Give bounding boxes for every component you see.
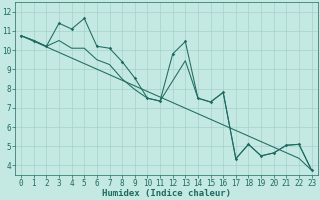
- X-axis label: Humidex (Indice chaleur): Humidex (Indice chaleur): [102, 189, 231, 198]
